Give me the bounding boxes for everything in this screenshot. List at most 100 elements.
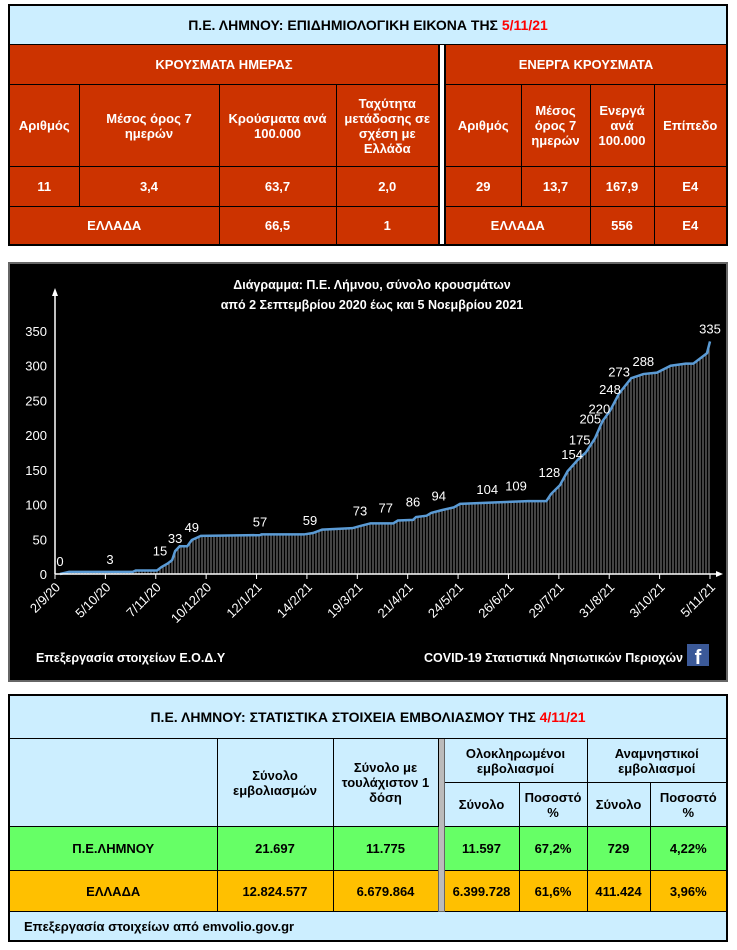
vacc-footer: Επεξεργασία στοιχείων από emvolio.gov.gr	[8, 911, 728, 942]
vaccination-table: Π.Ε. ΛΗΜΝΟΥ: ΣΤΑΤΙΣΤΙΚΑ ΣΤΟΙΧΕΙΑ ΕΜΒΟΛΙΑ…	[8, 694, 728, 942]
sub-header: Ποσοστό %	[518, 782, 588, 827]
x-tick-label: 14/2/21	[274, 580, 315, 621]
table-row: ΕΛΛΑΔΑ 12.824.577 6.679.864 6.399.728 61,6% 4…	[8, 870, 728, 912]
cell: 3,4	[78, 166, 220, 207]
col-header: Αναμνηστικοί εμβολιασμοί	[586, 738, 728, 783]
sub-header: Ποσοστό %	[649, 782, 728, 827]
chart-footer-left: Επεξεργασία στοιχείων Ε.Ο.Δ.Υ	[36, 651, 226, 665]
col-header: Σύνολο με τουλάχιστον 1 δόση	[332, 738, 439, 827]
col-header: Κρούσματα ανά 100.000	[218, 84, 337, 167]
cell: 13,7	[520, 166, 591, 207]
y-tick-label: 250	[25, 393, 47, 408]
cell: 729	[586, 826, 651, 871]
cell: 556	[589, 206, 655, 245]
col-header: Αριθμός	[444, 84, 522, 167]
x-tick-label: 12/1/21	[223, 580, 264, 621]
cell: 1	[335, 206, 440, 245]
x-tick-label: 21/4/21	[375, 580, 416, 621]
x-tick-label: 10/12/20	[168, 580, 214, 626]
cell: 21.697	[216, 826, 334, 871]
data-label: 288	[632, 354, 654, 369]
epi-title: Π.Ε. ΛΗΜΝΟΥ: ΕΠΙΔΗΜΙΟΛΟΓΙΚΗ ΕΙΚΟΝΑ ΤΗΣ 5…	[8, 4, 728, 45]
data-label: 73	[353, 503, 367, 518]
data-label: 59	[303, 513, 317, 528]
daily-cases-header: ΚΡΟΥΣΜΑΤΑ ΗΜΕΡΑΣ	[8, 44, 440, 85]
y-tick-label: 150	[25, 463, 47, 478]
data-label: 86	[406, 494, 420, 509]
cell: 6.399.728	[443, 870, 520, 912]
data-label: 49	[185, 520, 199, 535]
data-label: 335	[699, 321, 721, 336]
cell: 2,0	[335, 166, 440, 207]
x-tick-label: 26/6/21	[475, 580, 516, 621]
row-label: Π.Ε.ΛΗΜΝΟΥ	[8, 826, 218, 871]
facebook-icon[interactable]: f	[687, 644, 709, 669]
cell: 6.679.864	[332, 870, 439, 912]
data-label: 220	[589, 401, 611, 416]
col-header: Ταχύτητα μετάδοσης σε σχέση με Ελλάδα	[335, 84, 440, 167]
data-label: 77	[379, 501, 393, 516]
cell: 12.824.577	[216, 870, 334, 912]
sub-header: Σύνολο	[586, 782, 651, 827]
y-tick-label: 0	[40, 567, 47, 582]
data-label: 175	[569, 433, 591, 448]
x-tick-label: 24/5/21	[425, 580, 466, 621]
chart-subtitle: από 2 Σεπτεμβρίου 2020 έως και 5 Νοεμβρί…	[221, 298, 524, 312]
cumulative-cases-chart: Διάγραμμα: Π.Ε. Λήμνου, σύνολο κρουσμάτω…	[8, 262, 728, 682]
col-header: Ολοκληρωμένοι εμβολιασμοί	[443, 738, 588, 783]
cell: 67,2%	[518, 826, 588, 871]
epidemiology-table: Π.Ε. ΛΗΜΝΟΥ: ΕΠΙΔΗΜΙΟΛΟΓΙΚΗ ΕΙΚΟΝΑ ΤΗΣ 5…	[8, 4, 728, 246]
series-line	[59, 341, 712, 576]
row-label: ΕΛΛΑΔΑ	[8, 870, 218, 912]
data-label: 94	[432, 489, 446, 504]
cell: 29	[444, 166, 522, 207]
col-header: Ενεργά ανά 100.000	[589, 84, 655, 167]
cell: 11.597	[443, 826, 520, 871]
table-row: Π.Ε.ΛΗΜΝΟΥ 21.697 11.775 11.597 67,2% 729 4,22…	[8, 826, 728, 871]
greece-label: ΕΛΛΑΔΑ	[444, 206, 591, 245]
col-header: Αριθμός	[8, 84, 80, 167]
data-label: 0	[56, 554, 63, 569]
y-tick-label: 350	[25, 324, 47, 339]
chart-svg: Διάγραμμα: Π.Ε. Λήμνου, σύνολο κρουσμάτω…	[25, 278, 723, 669]
cell: 167,9	[589, 166, 655, 207]
cell: E4	[653, 166, 728, 207]
x-tick-label: 2/9/20	[27, 580, 63, 616]
cell: 11	[8, 166, 80, 207]
col-header: Μέσος όρος 7 ημερών	[520, 84, 591, 167]
data-label: 154	[561, 447, 583, 462]
data-label: 3	[106, 552, 113, 567]
chart-footer-right: COVID-19 Στατιστικά Νησιωτικών Περιοχών	[424, 651, 683, 665]
y-axis-arrow	[52, 288, 58, 296]
active-cases-header: ΕΝΕΡΓΑ ΚΡΟΥΣΜΑΤΑ	[444, 44, 728, 85]
y-tick-label: 100	[25, 498, 47, 513]
cell: 61,6%	[518, 870, 588, 912]
data-label: 104	[476, 482, 498, 497]
x-tick-label: 19/3/21	[324, 580, 365, 621]
cell: 4,22%	[649, 826, 728, 871]
greece-label: ΕΛΛΑΔΑ	[8, 206, 220, 245]
y-tick-label: 50	[33, 532, 47, 547]
cell: 66,5	[218, 206, 337, 245]
data-label: 57	[253, 514, 267, 529]
cell: 11.775	[332, 826, 439, 871]
cell: 3,96%	[649, 870, 728, 912]
vacc-title: Π.Ε. ΛΗΜΝΟΥ: ΣΤΑΤΙΣΤΙΚΑ ΣΤΟΙΧΕΙΑ ΕΜΒΟΛΙΑ…	[8, 694, 728, 739]
col-header: Επίπεδο	[653, 84, 728, 167]
cell: E4	[653, 206, 728, 245]
data-label: 33	[168, 531, 182, 546]
cell: 411.424	[586, 870, 651, 912]
x-tick-label: 3/10/21	[626, 580, 667, 621]
y-tick-label: 200	[25, 428, 47, 443]
sub-header: Σύνολο	[443, 782, 520, 827]
x-tick-label: 5/11/21	[678, 580, 719, 621]
x-tick-label: 7/11/20	[123, 580, 164, 621]
data-label: 248	[599, 382, 621, 397]
data-label: 109	[505, 478, 527, 493]
y-tick-label: 300	[25, 359, 47, 374]
x-tick-label: 5/10/20	[72, 580, 113, 621]
x-axis-arrow	[716, 571, 723, 577]
x-tick-label: 31/8/21	[576, 580, 617, 621]
data-label: 128	[539, 465, 561, 480]
cell: 63,7	[218, 166, 337, 207]
